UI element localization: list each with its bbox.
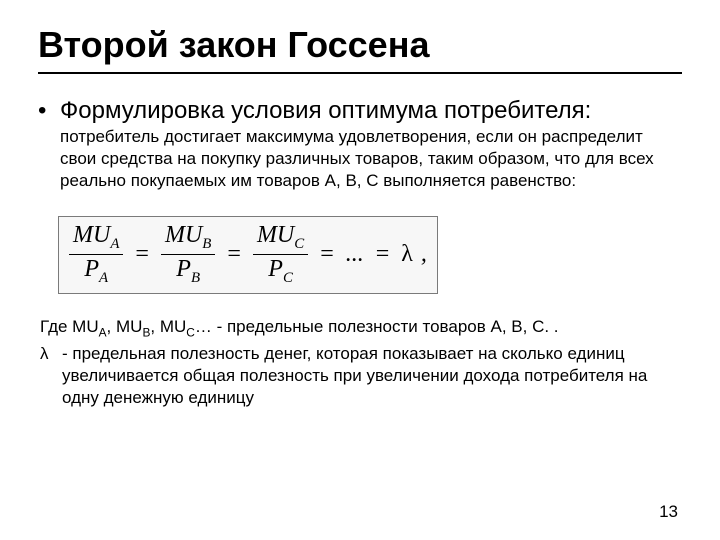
- den-a-sub: A: [99, 270, 108, 286]
- formula: MUA PA = MUB PB = MUC PC = ... = λ,: [58, 216, 438, 294]
- bullet-lead: Формулировка условия оптимума потребител…: [60, 97, 591, 124]
- l1-pre: Где MU: [40, 317, 99, 336]
- eq-4: =: [372, 241, 394, 268]
- dots: ...: [346, 241, 364, 268]
- den-c-sub: C: [283, 270, 293, 286]
- num-c-sub: C: [294, 236, 304, 252]
- num-b: MU: [165, 222, 202, 248]
- bullet-rest: потребитель достигает максимума удовлетв…: [60, 127, 654, 190]
- bullet-text: Формулировка условия оптимума потребител…: [60, 96, 682, 192]
- bullet-marker: •: [38, 96, 60, 126]
- eq-3: =: [316, 241, 338, 268]
- l1-sub-a: A: [99, 325, 107, 339]
- num-a-sub: A: [110, 236, 119, 252]
- num-c: MU: [257, 222, 294, 248]
- num-b-sub: B: [202, 236, 211, 252]
- title-underline: [38, 72, 682, 74]
- den-a: P: [84, 256, 99, 282]
- l1-mid2: , MU: [150, 317, 186, 336]
- num-a: MU: [73, 222, 110, 248]
- eq-1: =: [131, 241, 153, 268]
- den-b: P: [176, 256, 191, 282]
- explanation-line-1: Где MUA, MUB, MUC… - предельные полезнос…: [40, 316, 682, 343]
- fraction-c: MUC PC: [253, 223, 308, 287]
- formula-row: MUA PA = MUB PB = MUC PC = ... = λ,: [69, 223, 427, 287]
- den-c: P: [268, 256, 283, 282]
- page-number: 13: [659, 502, 678, 522]
- lambda-symbol: λ: [40, 343, 62, 409]
- page-title: Второй закон Госсена: [38, 24, 682, 66]
- comma: ,: [421, 241, 427, 268]
- eq-2: =: [223, 241, 245, 268]
- l1-post: … - предельные полезности товаров A, B, …: [195, 317, 559, 336]
- l1-mid1: , MU: [107, 317, 143, 336]
- bullet-item: • Формулировка условия оптимума потребит…: [38, 96, 682, 192]
- explanation-line-2: λ - предельная полезность денег, которая…: [40, 343, 682, 409]
- den-b-sub: B: [191, 270, 200, 286]
- lambda: λ: [401, 241, 413, 268]
- fraction-b: MUB PB: [161, 223, 215, 287]
- fraction-a: MUA PA: [69, 223, 123, 287]
- explanation: Где MUA, MUB, MUC… - предельные полезнос…: [40, 316, 682, 409]
- l2-text: - предельная полезность денег, которая п…: [62, 343, 682, 409]
- slide: Второй закон Госсена • Формулировка усло…: [0, 0, 720, 540]
- l1-sub-c: C: [186, 325, 195, 339]
